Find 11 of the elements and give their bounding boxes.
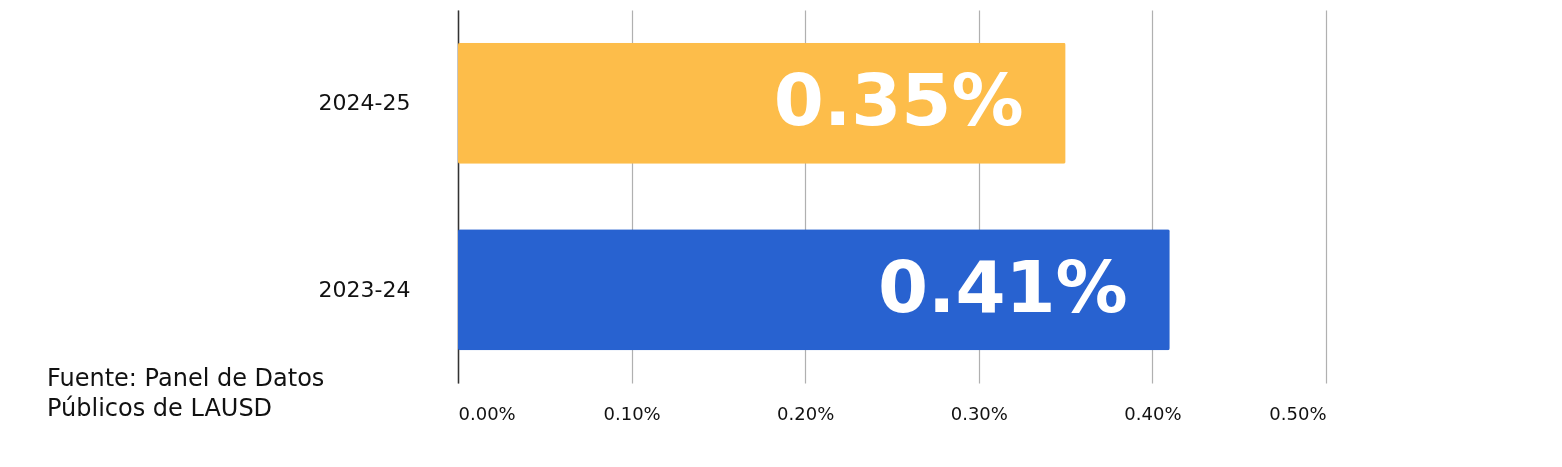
x-tick-label: 0.40% [1124, 402, 1182, 424]
x-tick-label: 0.20% [777, 402, 835, 424]
x-tick-label: 0.50% [1269, 402, 1327, 424]
data-label: 0.41% [877, 244, 1128, 329]
x-tick-label: 0.30% [950, 402, 1008, 424]
x-tick-label: 0.10% [603, 402, 661, 424]
source-note: Fuente: Panel de Datos Públicos de LAUSD [47, 364, 325, 422]
data-label: 0.35% [773, 58, 1024, 143]
y-tick-label: 2023-24 [318, 276, 411, 302]
y-tick-label: 2024-25 [318, 90, 411, 116]
x-tick-label: 0.00% [458, 402, 516, 424]
